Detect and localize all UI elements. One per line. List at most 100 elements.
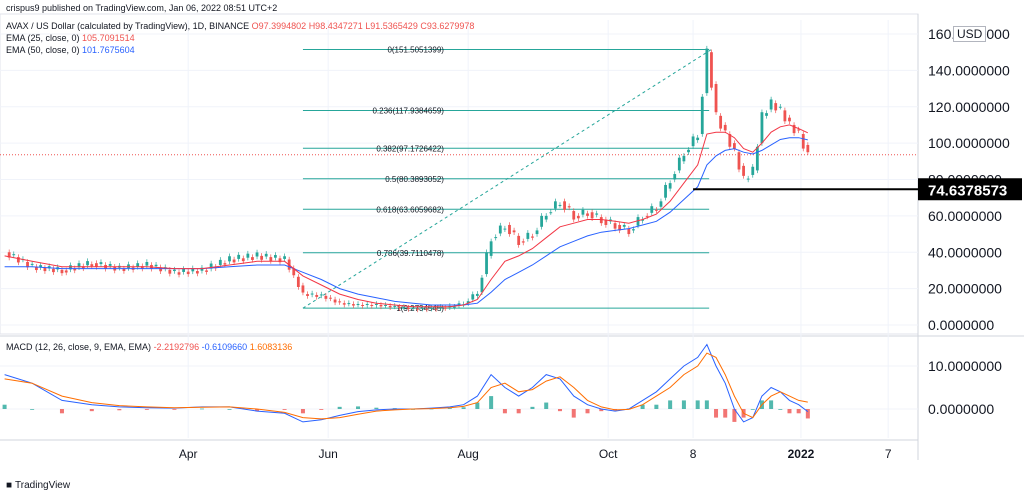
- candle-body: [544, 215, 548, 220]
- candle-body: [627, 228, 631, 235]
- macd-histogram-bar: [475, 402, 480, 409]
- candle-body: [34, 266, 38, 271]
- macd-histogram-bar: [571, 409, 576, 418]
- candle-body: [489, 241, 493, 256]
- ema50-label: EMA (50, close, 0): [6, 45, 80, 55]
- candle-body: [205, 270, 208, 272]
- candle-body: [788, 117, 791, 122]
- macd-histogram-bar: [599, 409, 604, 412]
- candle-body: [223, 263, 227, 265]
- candle-body: [306, 294, 309, 296]
- candle-body: [705, 48, 709, 94]
- candle-body: [301, 285, 305, 293]
- candle-body: [778, 106, 782, 108]
- candle-body: [154, 264, 158, 267]
- price-tick-label: 20.0000000: [928, 281, 1002, 297]
- macd-histogram-bar: [732, 409, 737, 422]
- candle-body: [425, 308, 429, 310]
- candle-body: [664, 184, 667, 198]
- candle-body: [586, 213, 589, 216]
- candle-body: [485, 252, 488, 275]
- candle-body: [531, 236, 534, 238]
- ema25-line: [4, 124, 809, 308]
- candle-body: [673, 174, 677, 180]
- price-tick-label: 120.0000000: [928, 99, 1010, 115]
- candle-body: [370, 304, 374, 306]
- macd-histogram-bar: [300, 409, 305, 414]
- candle-body: [260, 255, 264, 260]
- macd-histogram-bar: [796, 409, 801, 414]
- macd-tick-label: 0.0000000: [928, 401, 994, 417]
- macd-histogram-bar: [255, 409, 260, 412]
- candle-body: [668, 183, 672, 189]
- candle-body: [108, 263, 112, 266]
- ohlc-open: O97.3994802: [251, 21, 307, 31]
- candle-body: [733, 143, 736, 149]
- macd-histogram-bar: [640, 404, 645, 409]
- macd-tick-label: 10.0000000: [928, 358, 1002, 374]
- candle-body: [650, 206, 654, 213]
- candle-body: [480, 277, 484, 293]
- candle-body: [581, 209, 585, 215]
- candle-body: [466, 301, 470, 304]
- candle-body: [719, 115, 723, 129]
- candle-body: [774, 103, 778, 111]
- candle-body: [765, 113, 768, 116]
- candle-body: [52, 268, 55, 273]
- candle-body: [393, 305, 397, 307]
- candle-body: [420, 307, 424, 309]
- ema50-line: [4, 137, 808, 306]
- macd-histogram-bar: [654, 404, 659, 409]
- candle-body: [654, 209, 658, 211]
- candle-body: [801, 134, 805, 149]
- candle-body: [411, 307, 415, 309]
- currency-badge[interactable]: USD: [953, 26, 987, 42]
- candle-body: [526, 232, 530, 239]
- price-tick-label: 40.0000000: [928, 244, 1002, 260]
- candle-body: [751, 166, 755, 175]
- candle-body: [746, 178, 750, 180]
- macd-histogram-bar: [356, 406, 361, 409]
- ohlc-high: H98.4347271: [308, 21, 363, 31]
- candle-body: [232, 259, 236, 263]
- fib-level-label: 0.5(80.3893052): [385, 175, 444, 184]
- candle-body: [374, 303, 378, 305]
- candle-body: [186, 271, 190, 275]
- tradingview-logo-text: TradingView: [15, 480, 71, 491]
- candle-body: [407, 307, 410, 309]
- macd-histogram-bar: [769, 400, 774, 409]
- candle-body: [30, 263, 34, 265]
- macd-histogram-bar: [704, 400, 709, 409]
- candle-body: [760, 112, 764, 144]
- candle-body: [218, 259, 222, 265]
- candle-body: [797, 129, 801, 131]
- candle-body: [494, 237, 498, 239]
- candle-body: [700, 96, 704, 135]
- ema25-label: EMA (25, close, 0): [6, 33, 80, 43]
- macd-histogram-bar: [461, 407, 466, 409]
- macd-signal-line: [4, 352, 808, 420]
- candle-body: [636, 217, 640, 226]
- candle-body: [319, 294, 323, 296]
- candle-body: [549, 212, 553, 214]
- candle-body: [122, 268, 126, 272]
- candle-body: [200, 267, 204, 271]
- candle-body: [296, 276, 300, 287]
- macd-histogram-bar: [227, 409, 232, 410]
- macd-histogram-bar: [2, 404, 7, 409]
- macd-histogram-bar: [681, 400, 686, 409]
- candle-body: [397, 306, 401, 309]
- candle-body: [508, 224, 511, 235]
- time-tick-label: 8: [690, 447, 697, 461]
- candle-body: [457, 303, 461, 306]
- candle-body: [553, 201, 557, 209]
- macd-histogram-bar: [778, 409, 783, 410]
- candle-body: [12, 254, 16, 256]
- tradingview-logo[interactable]: ■ TradingView: [6, 480, 70, 491]
- candle-body: [622, 224, 626, 227]
- candle-body: [471, 294, 475, 300]
- price-tick-label: 60.0000000: [928, 208, 1002, 224]
- candle-body: [16, 257, 20, 263]
- macd-histogram-bar: [282, 409, 287, 410]
